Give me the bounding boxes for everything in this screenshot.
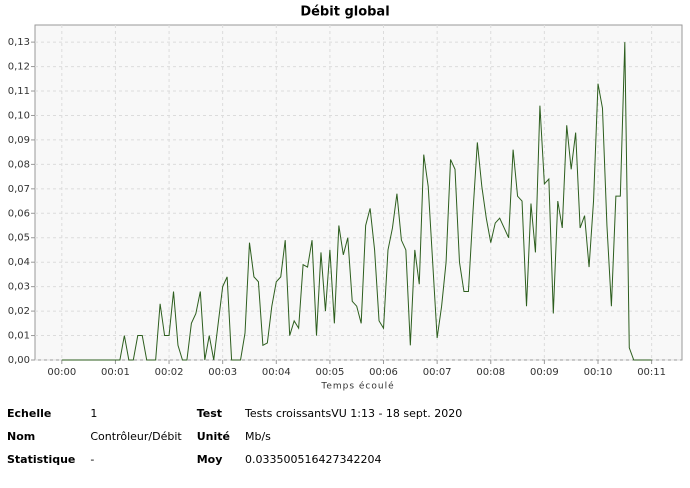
info-key: Statistique xyxy=(7,453,76,466)
x-tick-label: 00:03 xyxy=(208,367,237,378)
y-tick-label: 0,05 xyxy=(8,233,30,244)
info-key: Nom xyxy=(7,430,36,443)
info-key: Unité xyxy=(196,430,230,443)
x-tick-label: 00:05 xyxy=(315,367,344,378)
x-tick-label: 00:07 xyxy=(423,367,452,378)
y-tick-label: 0,11 xyxy=(8,86,30,97)
x-tick-label: 00:06 xyxy=(369,367,398,378)
y-tick-label: 0,13 xyxy=(8,37,30,48)
plot-area xyxy=(34,24,683,361)
y-tick-label: 0,04 xyxy=(8,257,30,268)
info-value: - xyxy=(90,453,95,466)
x-tick-label: 00:01 xyxy=(101,367,130,378)
y-tick-label: 0,06 xyxy=(8,208,30,219)
x-tick-label: 00:00 xyxy=(47,367,76,378)
y-tick-label: 0,02 xyxy=(8,306,30,317)
info-value: Tests croissantsVU 1:13 - 18 sept. 2020 xyxy=(244,407,463,420)
x-tick-label: 00:11 xyxy=(637,367,666,378)
info-value: Mb/s xyxy=(244,430,271,443)
y-tick-label: 0,00 xyxy=(8,355,30,366)
x-tick-label: 00:08 xyxy=(476,367,505,378)
info-table: Echelle 1 Test Tests croissantsVU 1:13 - 18… xyxy=(0,402,553,471)
info-key: Echelle xyxy=(7,407,52,420)
y-tick-label: 0,09 xyxy=(8,135,30,146)
chart-title: Débit global xyxy=(300,5,389,20)
info-row: Statistique - Moy 0.033500516427342204 xyxy=(0,448,553,471)
y-tick-label: 0,10 xyxy=(8,110,30,121)
x-tick-label: 00:02 xyxy=(155,367,184,378)
info-row: Echelle 1 Test Tests croissantsVU 1:13 - 18… xyxy=(0,402,553,425)
y-tick-label: 0,08 xyxy=(8,159,30,170)
info-value: 1 xyxy=(90,407,98,420)
info-key: Moy xyxy=(196,453,223,466)
info-value: Contrôleur/Débit xyxy=(90,430,182,443)
x-tick-label: 00:04 xyxy=(262,367,291,378)
y-tick-label: 0,03 xyxy=(8,282,30,293)
info-value: 0.033500516427342204 xyxy=(244,453,382,466)
x-tick-label: 00:10 xyxy=(584,367,613,378)
y-tick-label: 0,01 xyxy=(8,331,30,342)
data-line xyxy=(61,42,652,361)
info-row: Nom Contrôleur/Débit Unité Mb/s xyxy=(0,425,553,448)
x-axis-label: Temps écoulé xyxy=(320,381,394,392)
chart: Débit global Temps écoulé 0,00 0,01 0,02 0,… xyxy=(8,5,683,392)
y-tick-label: 0,07 xyxy=(8,184,30,195)
x-tick-label: 00:09 xyxy=(530,367,559,378)
y-tick-label: 0,12 xyxy=(8,62,30,73)
info-key: Test xyxy=(196,407,223,420)
